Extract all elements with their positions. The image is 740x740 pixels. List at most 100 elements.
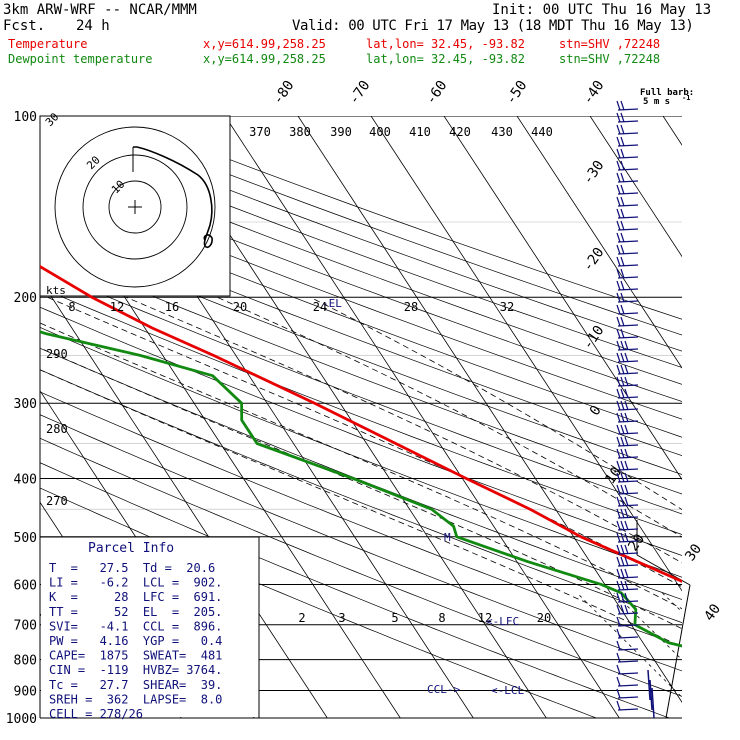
dry-adiabat-line [40,162,682,402]
wind-barb-staff [617,648,639,651]
wind-barb-flag [620,400,625,411]
wind-barb-flag [616,400,621,411]
wind-barb-flag [620,160,625,171]
wind-barb-flag [616,268,621,279]
parcel-info-row: PW = 4.16 YGP = 0.4 [49,634,222,648]
temperature-legend-xy: x,y=614.99,258.25 [203,37,326,51]
wind-barb-flag [620,196,625,207]
wind-barb [616,220,639,231]
wind-barb [616,508,639,519]
parcel-info-row: T = 27.5 Td = 20.6 [49,561,215,575]
wind-barb-flag [624,604,629,615]
wind-barb-flag [620,472,625,483]
wind-barb [616,448,639,459]
wind-barb-staff [617,144,639,147]
wind-barb-flag [620,256,625,267]
wind-barb [616,520,639,531]
wind-barb [616,196,639,207]
wind-barb [616,556,639,567]
temperature-legend-stn: stn=SHV ,72248 [559,37,661,51]
sounding-marker-label: <-LCL [491,684,524,697]
wind-barb [616,664,639,675]
wind-barb-flag [620,280,625,291]
theta-side-label: 290 [46,347,68,361]
wind-barb [616,400,639,411]
wind-barb-flag [620,388,625,399]
wind-barb [616,316,639,327]
isotherm-tick-label: -80 [270,78,298,108]
wind-barb-flag [620,304,625,315]
sounding-marker-label: M [444,531,451,544]
wind-barb-staff [617,696,639,699]
wind-barb-flag [616,616,621,627]
dewpoint-legend-name: Dewpoint temperature [8,52,153,66]
wind-barb-flag [616,640,621,651]
wind-barb-flag [620,100,625,111]
isotherm-line [370,116,682,592]
barb-legend-exponent: -1 [682,94,690,102]
isotherm-tick-label: 0 [587,403,605,419]
wind-barb-flag [616,580,621,591]
wind-barb-flag [620,436,625,447]
wind-barb-flag [624,580,629,591]
theta-tick-label: 440 [531,125,553,139]
wind-barb-flag [620,172,625,183]
isotherm-line [589,116,682,258]
wind-barb [616,676,639,687]
isotherm-tick-label: 30 [682,541,705,564]
pressure-tick-label: 400 [14,472,37,487]
wind-barb-flag [620,568,625,579]
moist-adiabat-line [310,296,682,511]
moist-adiabat-label: 28 [404,300,418,314]
wind-barb-flag [624,460,629,471]
dry-adiabat-line [40,179,682,420]
wind-barb-staff [617,132,639,135]
wind-barb-flag [616,676,621,687]
mixing-ratio-label: 3 [338,611,345,625]
wind-barb-flag [620,532,625,543]
moist-adiabat-line [40,347,682,630]
wind-barb-flag [616,700,621,711]
moist-adiabat-label: 16 [165,300,179,314]
parcel-info-row: CAPE= 1875 SWEAT= 481 [49,649,222,663]
dry-adiabat-line [40,462,671,718]
wind-barb-flag [616,604,621,615]
wind-barb-flag [620,544,625,555]
pressure-tick-label: 500 [14,531,37,546]
wind-barb [616,640,639,651]
wind-barb-staff [617,684,639,687]
wind-barb [616,148,639,159]
wind-barb-flag [616,196,621,207]
forecast-hours: 24 h [76,18,110,34]
isotherm-tick-label: -50 [503,78,531,108]
pressure-tick-label: 600 [14,578,37,593]
wind-barb [616,244,639,255]
wind-barb-flag [620,148,625,159]
wind-barb-flag [624,520,629,531]
dry-adiabat-line [40,267,682,515]
wind-barb-flag [616,424,621,435]
wind-barb-low [647,669,651,701]
wind-barb-flag [616,340,621,351]
wind-barb [616,484,639,495]
wind-barb-flag [620,232,625,243]
wind-barb-flag [624,448,629,459]
theta-tick-label: 420 [449,125,471,139]
dewpoint-legend-stn: stn=SHV ,72248 [559,52,661,66]
wind-barb-flag [616,364,621,375]
wind-barb-flag [616,244,621,255]
wind-barb-staff [617,636,639,639]
wind-barb-flag [624,592,629,603]
isotherm-line [662,116,682,146]
wind-barb-flag [616,136,621,147]
moist-adiabat-line [216,296,682,538]
wind-barb-flag [616,460,621,471]
wind-barb-staff [617,192,639,195]
isotherm-tick-label: -20 [580,245,608,275]
wind-barb [616,424,639,435]
wind-barb-flag [616,484,621,495]
wind-barb [616,268,639,279]
moist-adiabat-line [40,369,682,648]
wind-barb [616,604,639,615]
